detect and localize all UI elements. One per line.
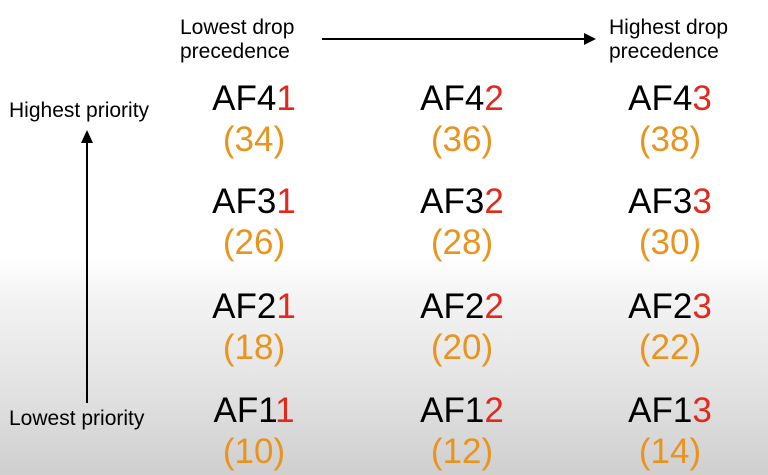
- dscp-value: (28): [430, 223, 494, 262]
- dscp-value: (34): [222, 120, 286, 159]
- lowest-priority-label: Lowest priority: [9, 407, 145, 430]
- dscp-value: (38): [638, 120, 702, 159]
- lowest-drop-line-1: Lowest drop: [180, 16, 295, 39]
- drop-precedence-digit: 3: [692, 391, 712, 430]
- af-class-code: AF23: [590, 288, 750, 326]
- af-class-prefix: AF2: [212, 287, 277, 326]
- af-class-code: AF11: [174, 392, 334, 430]
- drop-precedence-digit: 2: [484, 391, 504, 430]
- drop-precedence-digit: 1: [276, 79, 296, 118]
- af-class-cell: AF23 (22): [590, 288, 750, 367]
- drop-precedence-digit: 1: [275, 391, 295, 430]
- af-class-cell: AF13 (14): [590, 392, 750, 471]
- drop-precedence-digit: 2: [484, 182, 504, 221]
- af-class-prefix: AF2: [628, 287, 693, 326]
- af-class-code: AF12: [382, 392, 542, 430]
- af-class-prefix: AF1: [420, 391, 485, 430]
- af-class-code: AF32: [382, 183, 542, 221]
- lowest-drop-line-2: precedence: [180, 40, 290, 63]
- af-class-prefix: AF1: [628, 391, 693, 430]
- highest-drop-line-2: precedence: [609, 40, 719, 63]
- af-class-cell: AF31 (26): [174, 183, 334, 262]
- drop-precedence-digit: 3: [692, 287, 712, 326]
- dscp-value: (22): [638, 328, 702, 367]
- dscp-value: (18): [222, 328, 286, 367]
- af-class-code: AF42: [382, 80, 542, 118]
- af-class-cell: AF32 (28): [382, 183, 542, 262]
- af-class-cell: AF11 (10): [174, 392, 334, 471]
- lowest-drop-precedence-label: Lowest drop precedence: [180, 16, 294, 64]
- af-class-prefix: AF3: [628, 182, 693, 221]
- af-class-code: AF22: [382, 288, 542, 326]
- af-class-code: AF41: [174, 80, 334, 118]
- af-class-code: AF33: [590, 183, 750, 221]
- dscp-value: (10): [222, 432, 286, 471]
- dscp-value: (36): [430, 120, 494, 159]
- dscp-value: (12): [430, 432, 494, 471]
- af-class-cell: AF41 (34): [174, 80, 334, 159]
- drop-precedence-digit: 1: [276, 182, 296, 221]
- af-class-prefix: AF3: [420, 182, 485, 221]
- priority-arrow-icon: [81, 130, 93, 403]
- af-class-cell: AF43 (38): [590, 80, 750, 159]
- af-class-prefix: AF4: [628, 79, 693, 118]
- highest-drop-line-1: Highest drop: [609, 16, 729, 39]
- af-class-cell: AF21 (18): [174, 288, 334, 367]
- dscp-value: (14): [638, 432, 702, 471]
- af-class-cell: AF42 (36): [382, 80, 542, 159]
- dscp-value: (30): [638, 223, 702, 262]
- af-class-code: AF31: [174, 183, 334, 221]
- af-class-prefix: AF1: [213, 391, 276, 430]
- drop-precedence-digit: 3: [692, 79, 712, 118]
- drop-precedence-digit: 3: [692, 182, 712, 221]
- dscp-value: (20): [430, 328, 494, 367]
- drop-precedence-digit: 2: [484, 287, 504, 326]
- af-class-cell: AF12 (12): [382, 392, 542, 471]
- drop-precedence-digit: 2: [484, 79, 504, 118]
- drop-precedence-arrow-icon: [322, 33, 596, 45]
- af-class-prefix: AF2: [420, 287, 485, 326]
- af-class-cell: AF33 (30): [590, 183, 750, 262]
- af-class-prefix: AF4: [420, 79, 485, 118]
- drop-precedence-digit: 1: [276, 287, 296, 326]
- af-class-code: AF43: [590, 80, 750, 118]
- af-class-prefix: AF3: [212, 182, 277, 221]
- af-class-code: AF21: [174, 288, 334, 326]
- highest-priority-label: Highest priority: [9, 99, 150, 122]
- af-class-cell: AF22 (20): [382, 288, 542, 367]
- af-class-prefix: AF4: [212, 79, 277, 118]
- dscp-value: (26): [222, 223, 286, 262]
- af-class-code: AF13: [590, 392, 750, 430]
- highest-drop-precedence-label: Highest drop precedence: [609, 16, 728, 64]
